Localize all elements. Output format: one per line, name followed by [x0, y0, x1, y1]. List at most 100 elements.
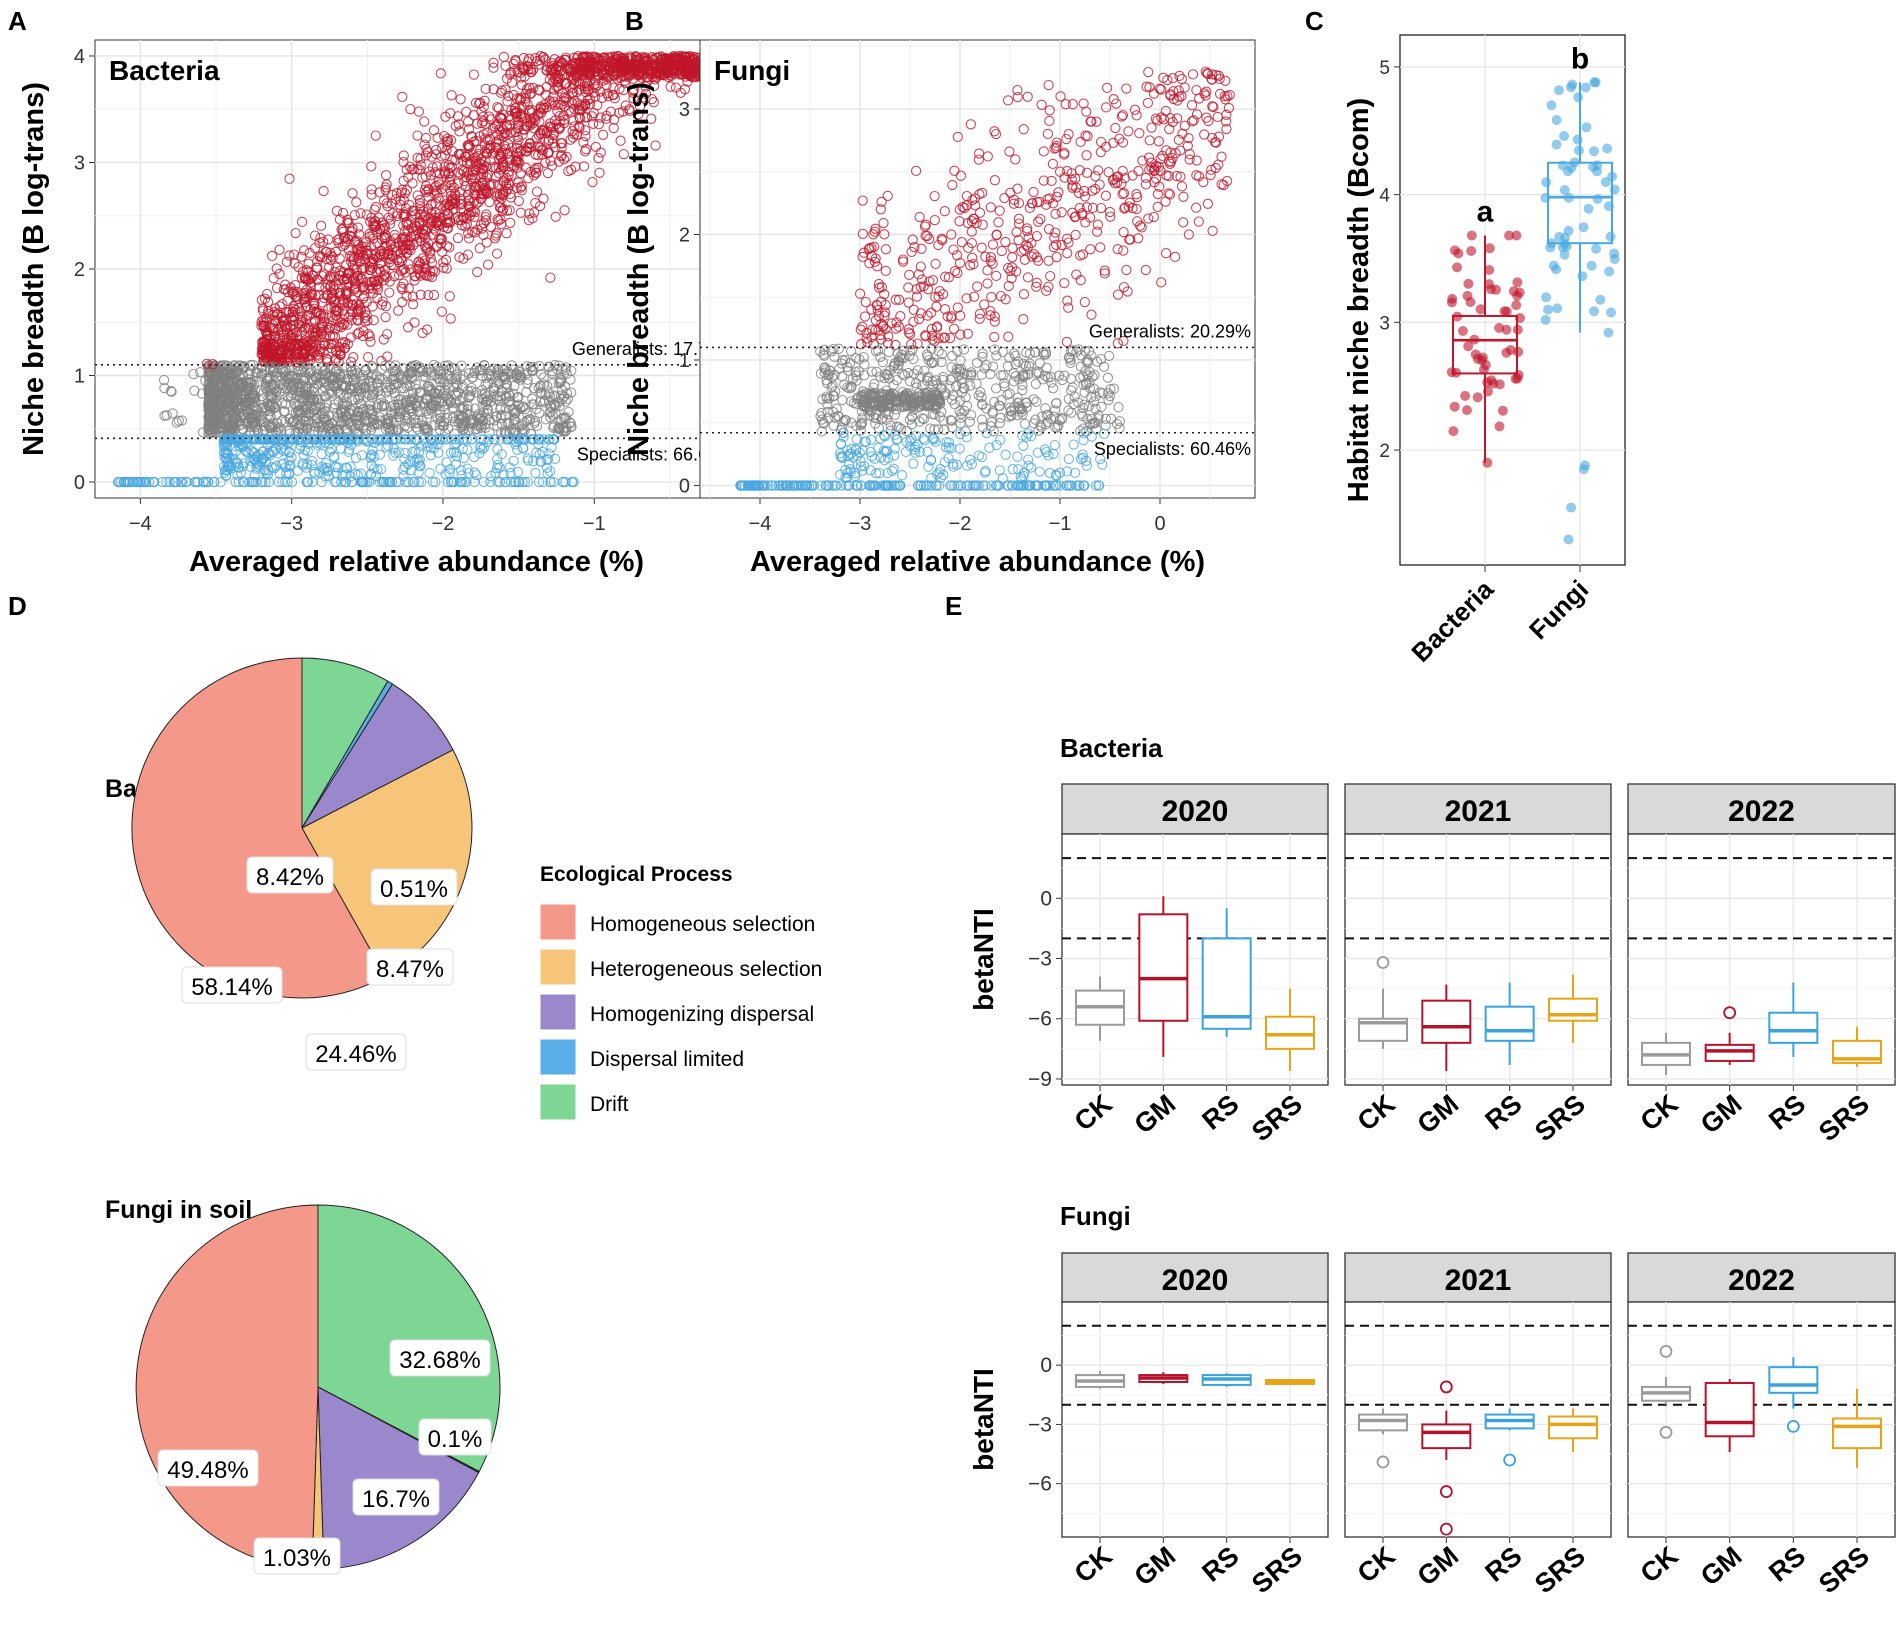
data-point	[515, 168, 527, 179]
data-point	[559, 205, 570, 216]
data-point	[365, 336, 376, 347]
data-point	[503, 90, 514, 102]
data-point	[329, 284, 340, 295]
data-point	[365, 264, 376, 275]
data-point	[501, 205, 513, 216]
x-tick-label: −2	[432, 513, 455, 535]
data-point	[342, 298, 354, 309]
y-axis-label: Niche breadth (B log-trans)	[18, 82, 50, 456]
data-point	[520, 96, 531, 107]
data-point	[536, 144, 547, 156]
data-point	[503, 166, 515, 177]
data-point	[339, 239, 351, 250]
data-point	[496, 85, 508, 96]
data-point	[364, 331, 375, 342]
data-point	[447, 154, 458, 165]
data-point	[438, 262, 449, 273]
data-point	[421, 144, 432, 155]
plot-title: Bacteria	[109, 55, 220, 86]
data-point	[480, 83, 491, 95]
y-tick-label: 4	[74, 46, 85, 68]
data-point	[488, 57, 499, 68]
data-point	[290, 227, 301, 239]
data-point	[277, 298, 288, 310]
data-point	[380, 311, 391, 323]
data-point	[628, 93, 639, 104]
data-point	[452, 232, 464, 244]
data-point	[501, 172, 512, 184]
data-point	[296, 251, 307, 262]
data-point	[327, 252, 338, 263]
x-axis-label: Averaged relative abundance (%)	[189, 546, 644, 578]
data-point	[268, 273, 279, 284]
data-point	[436, 306, 448, 317]
data-point	[461, 218, 473, 229]
data-point	[450, 120, 461, 132]
data-point	[446, 179, 457, 191]
data-point	[548, 96, 559, 107]
data-point	[574, 112, 585, 123]
data-point	[425, 253, 436, 264]
x-tick-label: −4	[129, 513, 152, 535]
data-point	[395, 195, 406, 207]
data-point	[396, 237, 408, 248]
data-point	[347, 223, 358, 234]
data-point	[523, 173, 534, 184]
data-point	[648, 97, 659, 108]
data-point	[440, 205, 451, 216]
data-point	[572, 51, 584, 62]
data-point	[337, 319, 348, 330]
data-point	[463, 233, 475, 244]
data-point	[384, 218, 396, 230]
data-point	[501, 228, 512, 239]
data-point	[595, 147, 606, 158]
data-point	[366, 161, 377, 172]
data-point	[558, 92, 570, 104]
data-point	[484, 196, 495, 208]
data-point	[369, 204, 380, 215]
data-point	[399, 188, 411, 199]
data-point	[615, 135, 626, 146]
data-point	[608, 89, 619, 101]
data-point	[545, 272, 556, 283]
data-point	[503, 169, 514, 181]
data-point	[413, 257, 424, 268]
data-point	[580, 144, 592, 155]
data-point	[343, 218, 354, 229]
data-point	[476, 117, 488, 129]
panel-label: C	[1305, 6, 1324, 36]
data-point	[369, 216, 381, 227]
x-tick-label: −3	[280, 513, 303, 535]
x-tick-label: −1	[583, 513, 606, 535]
data-point	[342, 217, 353, 228]
data-point	[405, 103, 416, 115]
data-point	[367, 301, 378, 312]
data-point	[358, 262, 370, 273]
data-point	[342, 273, 353, 284]
data-point	[289, 258, 300, 269]
data-point	[542, 147, 554, 158]
data-point	[324, 330, 336, 341]
data-point	[665, 81, 676, 92]
data-point	[364, 231, 375, 242]
data-point	[472, 224, 483, 235]
y-tick-label: 0	[74, 472, 85, 494]
data-point	[401, 290, 412, 302]
data-point	[460, 221, 471, 232]
data-point	[407, 299, 419, 310]
data-point	[363, 328, 374, 340]
data-point	[564, 81, 575, 93]
y-tick-label: 2	[74, 259, 85, 281]
data-point	[309, 230, 321, 241]
data-point	[491, 228, 502, 239]
data-point	[348, 352, 359, 363]
data-point	[493, 215, 504, 226]
data-point	[427, 162, 438, 173]
data-point	[463, 228, 474, 239]
data-point	[415, 289, 426, 300]
data-point	[381, 328, 393, 340]
y-tick-label: 1	[74, 366, 85, 388]
data-point	[357, 264, 368, 276]
data-point	[488, 62, 499, 73]
